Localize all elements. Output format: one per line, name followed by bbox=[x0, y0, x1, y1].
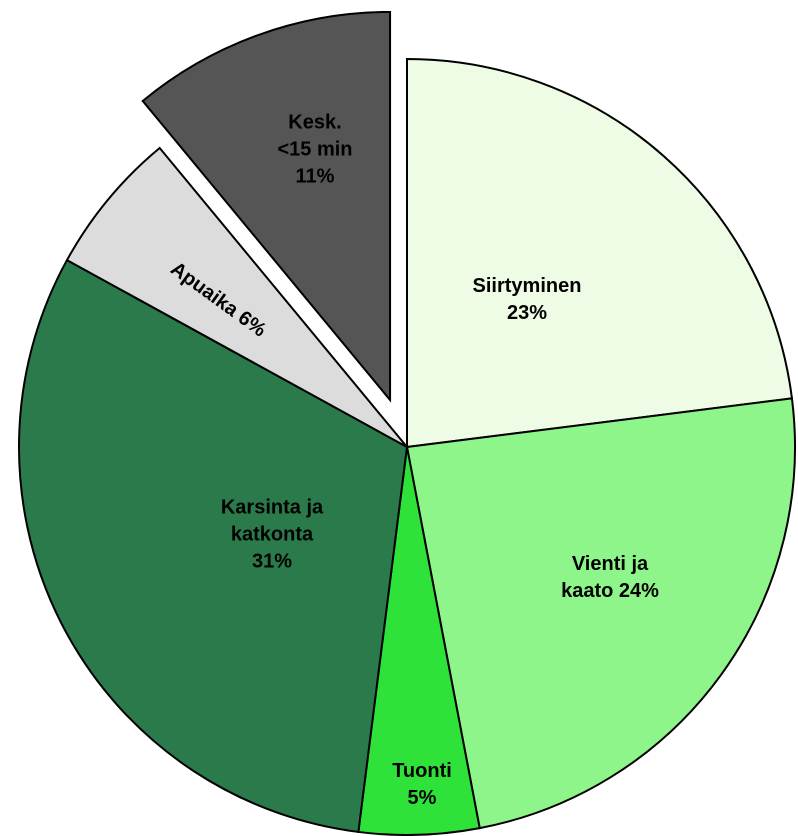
pie-slice bbox=[406, 57, 794, 449]
slice-label: Siirtyminen 23% bbox=[472, 275, 582, 324]
pie-slice bbox=[65, 146, 408, 448]
slice-label: Vienti ja kaato 24% bbox=[561, 553, 659, 602]
slice-label: Kesk. <15 min 11% bbox=[277, 111, 353, 188]
slice-label: Tuonti 5% bbox=[392, 760, 452, 809]
pie-slice bbox=[405, 397, 796, 830]
slice-label: Karsinta ja katkonta 31% bbox=[220, 496, 324, 573]
pie-slice bbox=[18, 258, 409, 834]
pie-slice bbox=[141, 10, 392, 403]
